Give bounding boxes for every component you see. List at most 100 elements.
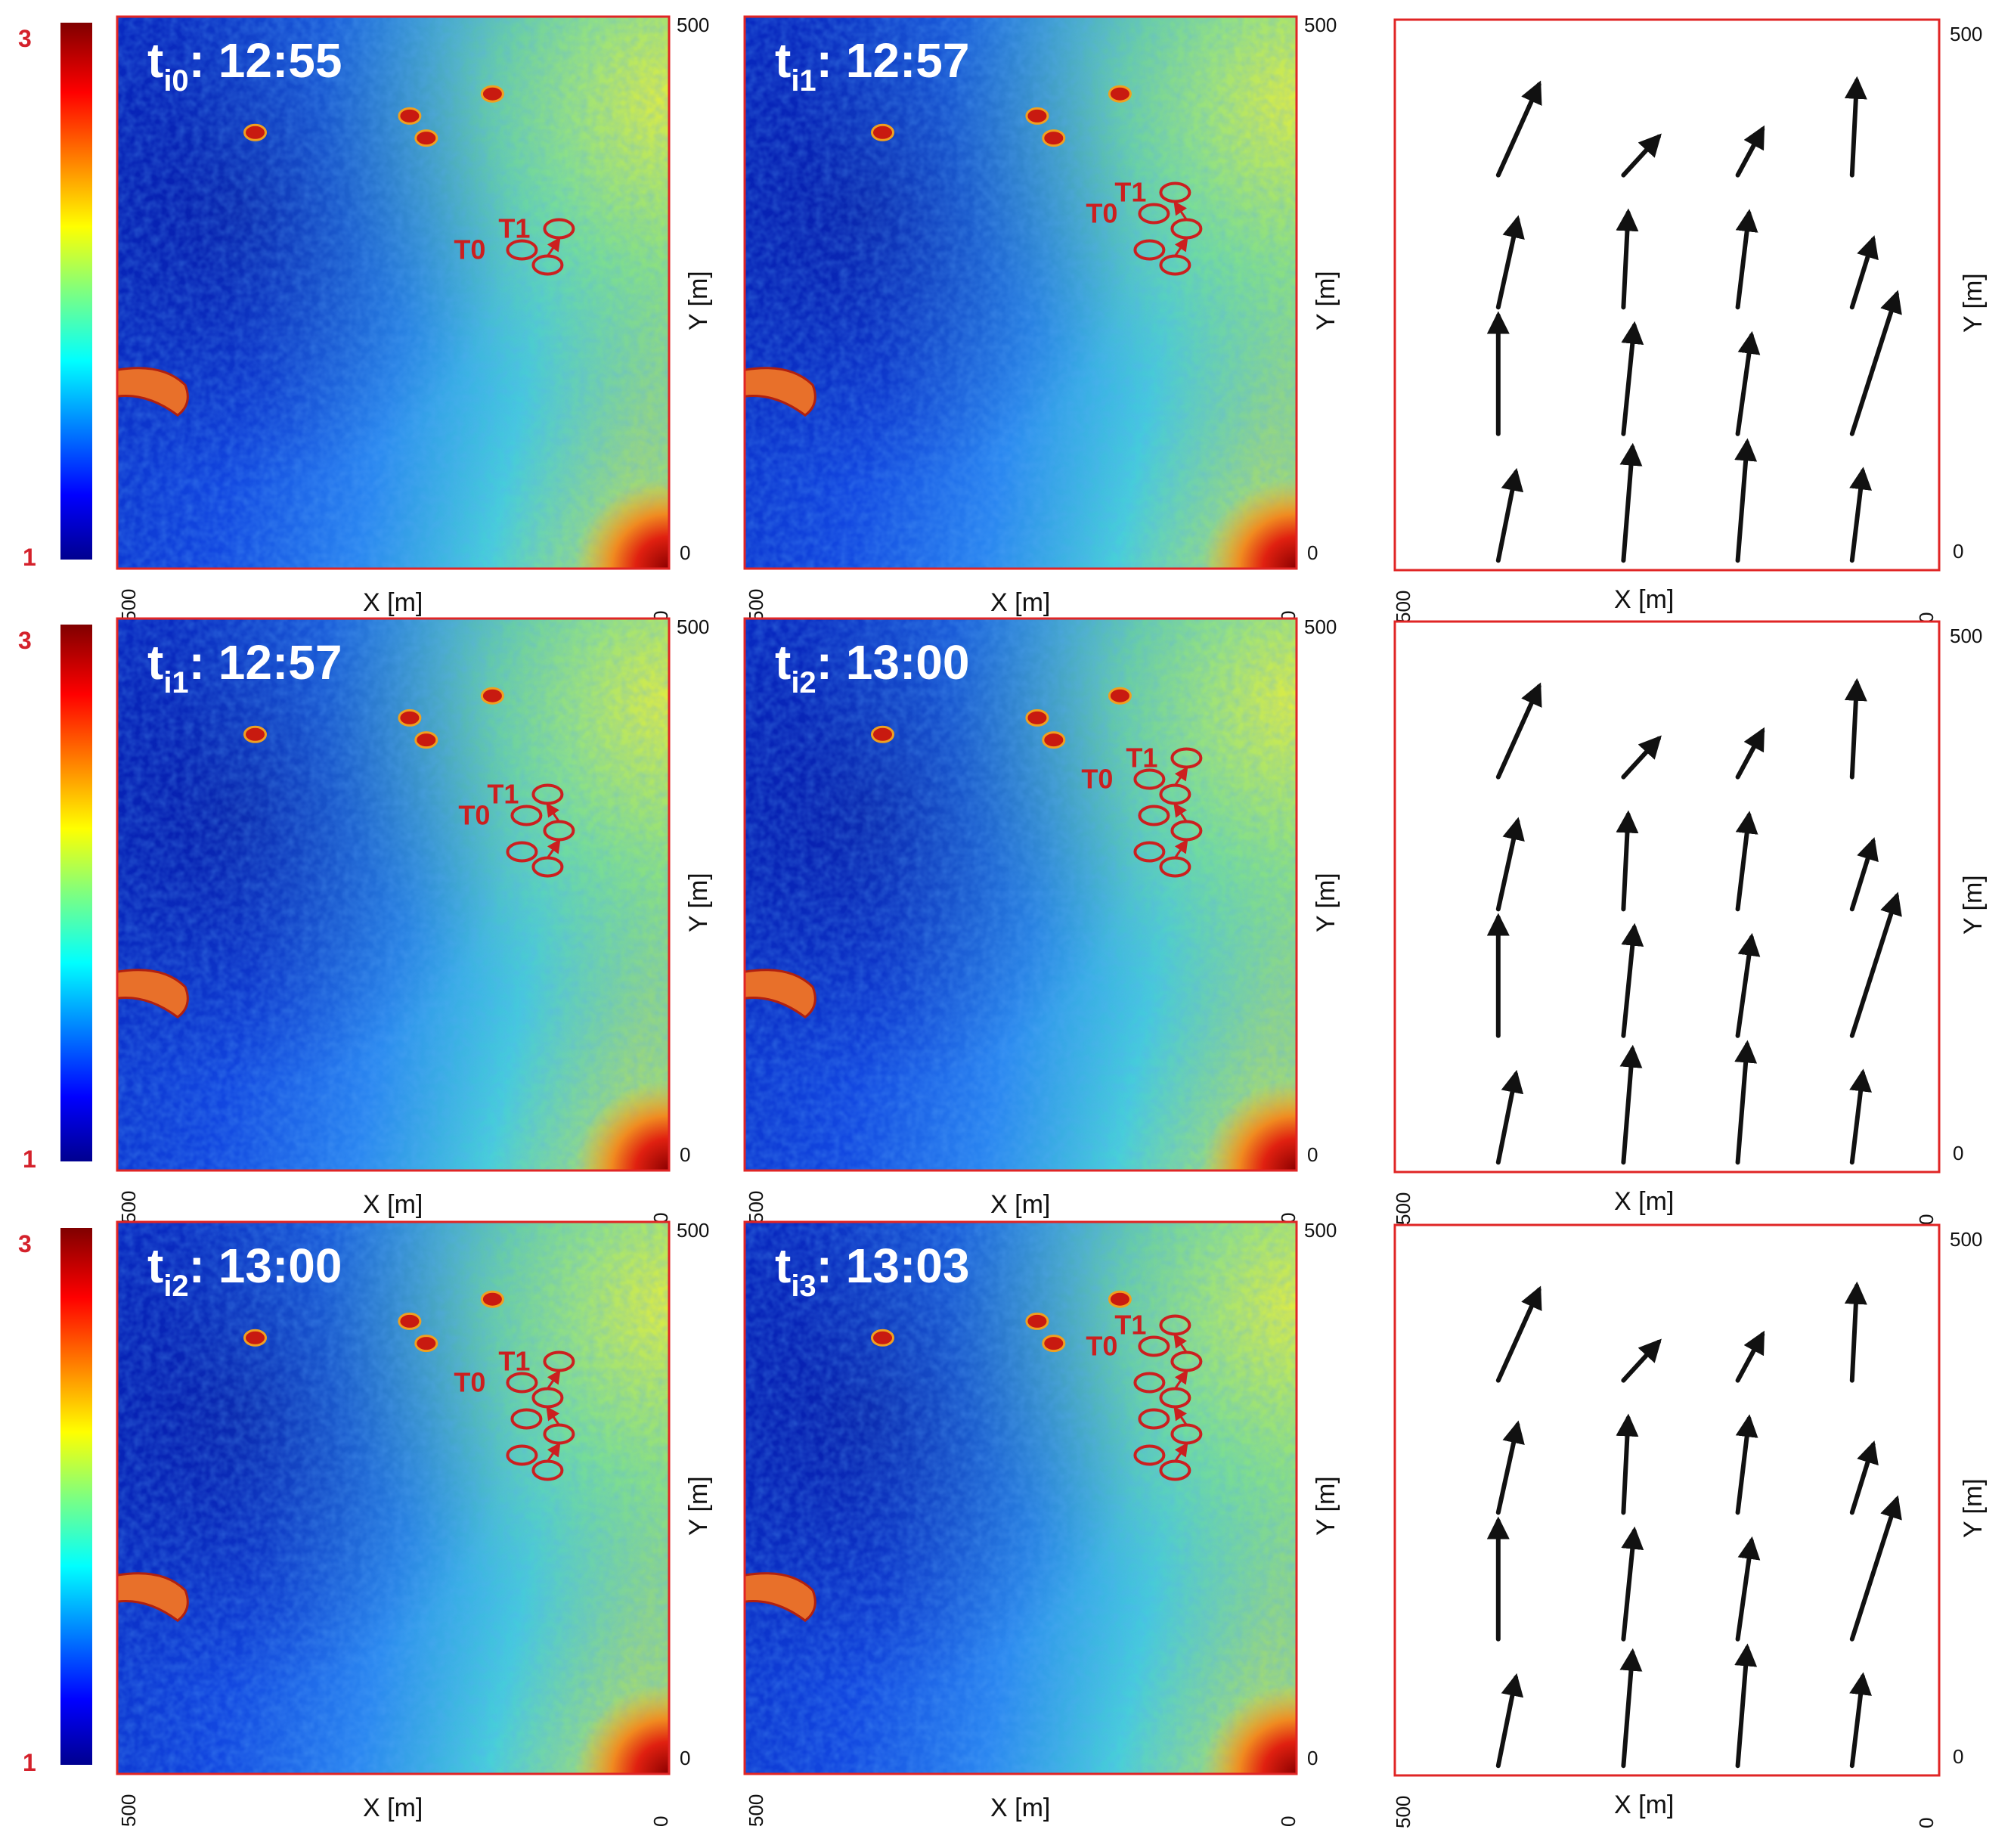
time-label-subscript: i1 (163, 666, 188, 699)
y-tick-top: 500 (1950, 625, 1982, 647)
outlet-hot-spot (743, 1572, 816, 1623)
y-tick-top: 500 (1304, 1219, 1337, 1242)
flow-vector-arrow (1849, 1068, 1872, 1165)
hot-spot (480, 687, 504, 705)
time-label: ti3: 13:03 (775, 1239, 969, 1303)
time-label-time: : 13:03 (816, 1239, 970, 1293)
plume-ellipse (506, 841, 538, 863)
x-tick-left: 500 (745, 1191, 767, 1223)
flow-vector-arrow (1735, 932, 1761, 1038)
colorbar-min-label: 1 (23, 544, 36, 571)
plume-track-arrow (1173, 1406, 1188, 1426)
x-axis-label: X [m] (363, 1794, 423, 1822)
y-axis-label: Y [m] (1959, 273, 1988, 333)
hot-spot (1042, 731, 1066, 749)
outlet-hot-spot (743, 969, 816, 1019)
hot-spot (1025, 709, 1049, 727)
hot-spot (1108, 687, 1132, 705)
y-tick-top: 500 (677, 14, 709, 36)
flow-vector-arrow (1619, 1648, 1643, 1769)
hot-spot (414, 1335, 438, 1353)
plume-ellipse (1133, 1444, 1166, 1466)
vector-field-panel: X [m] 500 0 500 0 Y [m] (1392, 620, 1988, 1225)
hot-spot (1108, 1290, 1132, 1308)
flow-vector-arrow (1616, 810, 1639, 912)
track-label-t1: T1 (498, 1346, 530, 1377)
track-label-t1: T1 (487, 779, 519, 810)
x-tick-left: 500 (117, 589, 140, 622)
y-tick-bottom: 0 (1953, 1745, 1963, 1768)
plume-ellipse (506, 239, 538, 261)
time-label-subscript: i0 (163, 64, 188, 98)
flow-vector-arrow (1495, 817, 1525, 912)
colorbar: 31 (18, 1228, 92, 1776)
x-tick-right: 0 (649, 1213, 672, 1223)
time-label: ti2: 13:00 (147, 1239, 342, 1303)
time-label: ti0: 12:55 (147, 33, 342, 98)
x-axis-label: X [m] (990, 1190, 1050, 1219)
outlet-hot-spot (116, 969, 189, 1019)
flow-vector-arrow (1844, 677, 1867, 780)
track-label-t1: T1 (1114, 1310, 1146, 1341)
plume-track-arrow (1173, 1333, 1188, 1353)
colorbar: 31 (18, 625, 92, 1173)
x-tick-left: 500 (1392, 591, 1414, 623)
colorbar-max-label: 3 (18, 25, 32, 52)
flow-vector-arrow (1849, 837, 1879, 912)
hot-spot (1025, 1312, 1049, 1330)
flow-vector-arrow (1849, 1495, 1902, 1642)
flow-vector-arrow (1844, 76, 1867, 178)
y-axis-label: Y [m] (1312, 271, 1340, 330)
x-tick-left: 500 (745, 1794, 767, 1827)
colorbar-gradient (60, 625, 92, 1161)
y-axis-label: Y [m] (684, 1476, 713, 1536)
hot-land-region (510, 1623, 669, 1774)
time-label-time: : 12:57 (189, 635, 342, 690)
hot-spot (398, 107, 422, 125)
time-label-subscript: i1 (791, 64, 816, 98)
panel-frame (116, 1220, 671, 1775)
colorbar-min-label: 1 (23, 1749, 36, 1776)
time-label-main: t (147, 1239, 163, 1293)
panel-frame (743, 617, 1298, 1172)
flow-vector-arrow (1735, 1330, 1765, 1383)
flow-vector-arrow (1734, 1643, 1758, 1769)
plume-track: T1 T0 (454, 213, 575, 276)
time-label-subscript: i2 (791, 666, 816, 699)
flow-vector-arrow (1735, 1536, 1761, 1642)
flow-vector-arrow (1734, 1040, 1758, 1165)
flow-vector-arrow (1849, 290, 1902, 436)
x-axis-label: X [m] (1614, 1791, 1674, 1819)
hot-spot (1025, 107, 1049, 125)
flow-vector-arrow (1495, 682, 1542, 780)
plume-ellipse (1138, 805, 1170, 826)
flow-vector-arrow (1495, 1673, 1524, 1769)
colorbar-max-label: 3 (18, 627, 32, 654)
time-label: ti1: 12:57 (147, 635, 342, 699)
flow-vector-arrow (1495, 1285, 1542, 1383)
flow-vector-arrow (1495, 467, 1524, 563)
x-tick-left: 500 (1392, 1796, 1414, 1828)
flow-vector-arrow (1621, 133, 1662, 178)
hot-spot (1042, 1335, 1066, 1353)
x-tick-left: 500 (117, 1191, 140, 1223)
plume-track: T1 T0 (454, 1346, 575, 1481)
outlet-hot-spot (116, 1572, 189, 1623)
plume-ellipse (1138, 203, 1170, 225)
track-label-t1: T1 (498, 213, 530, 244)
thermal-panel-left: ti2: 13:00 T1 T0 X [m] 500 0 500 0 Y [m] (116, 1219, 713, 1827)
x-tick-right: 0 (1915, 612, 1938, 623)
hot-land-region (1138, 1019, 1297, 1171)
plume-track-arrow (547, 237, 561, 257)
hot-land-region (510, 417, 669, 569)
track-label-t0: T0 (454, 234, 485, 265)
vector-panel-frame (1393, 620, 1941, 1174)
flow-vector-arrow (1495, 215, 1525, 310)
track-label-t0: T0 (454, 1367, 485, 1398)
flow-vector-arrow (1621, 922, 1644, 1038)
hot-spot (871, 1329, 894, 1347)
